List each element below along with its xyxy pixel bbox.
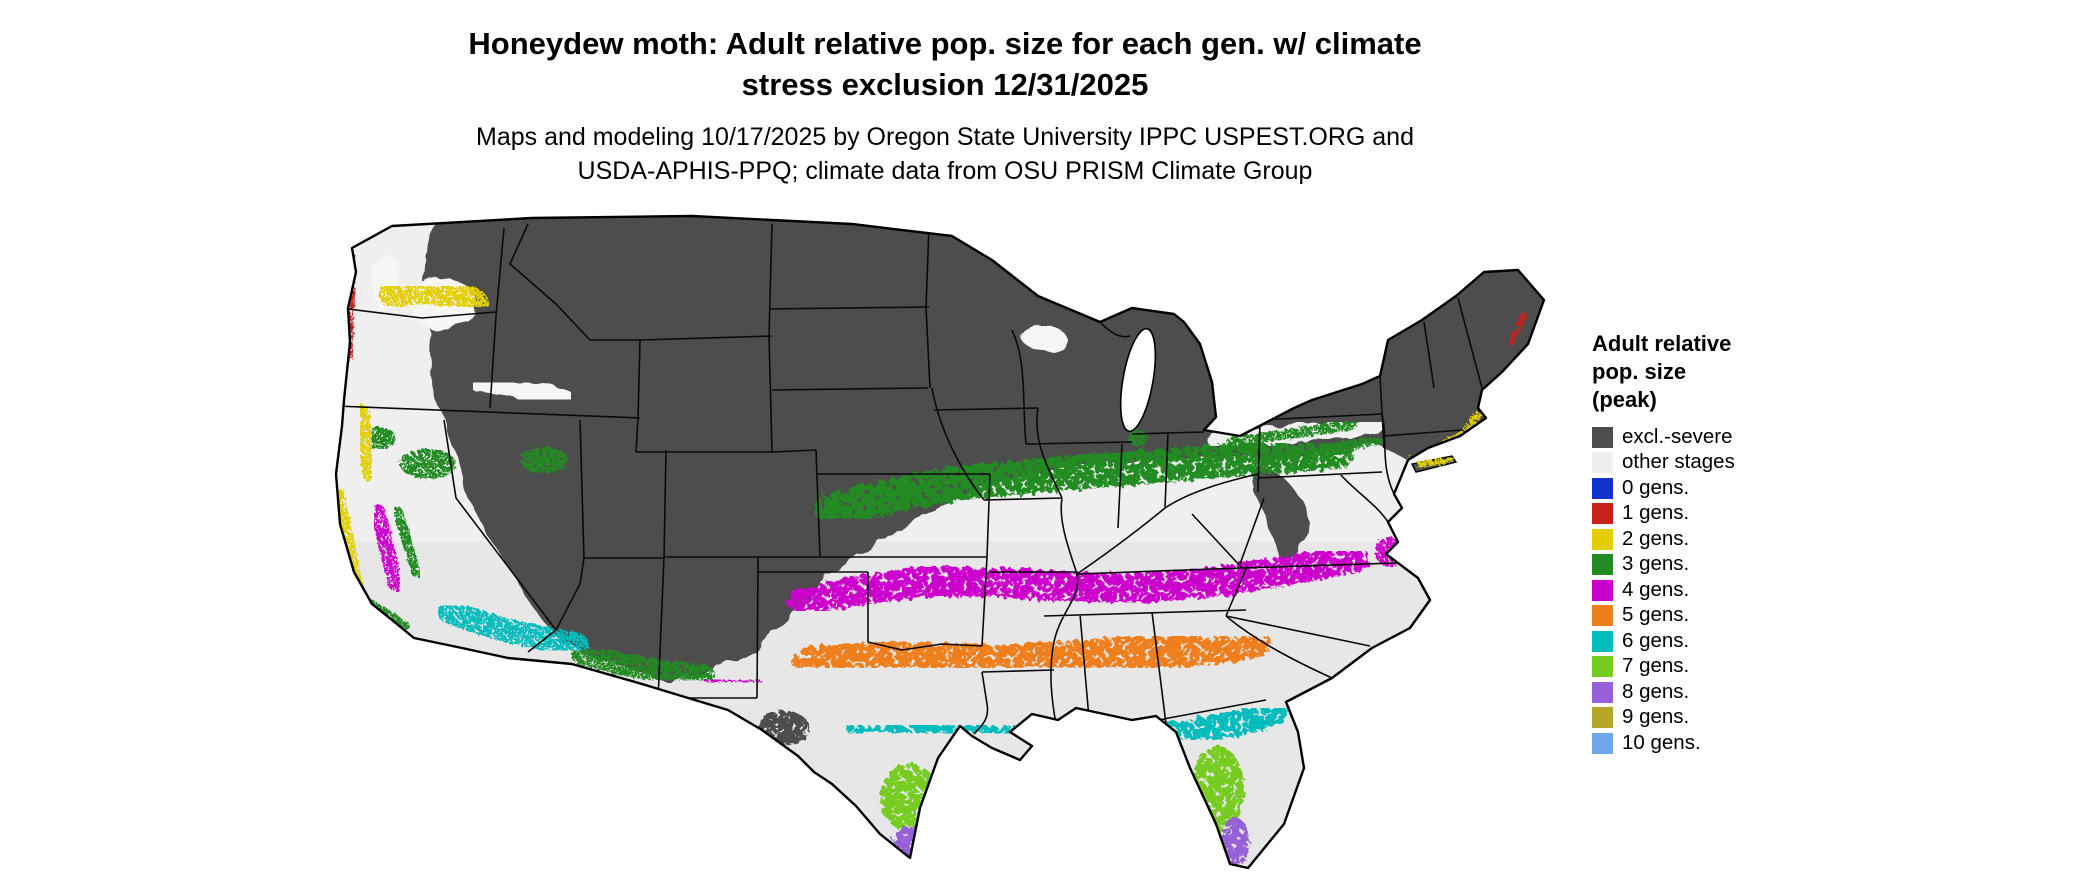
legend-item: 6 gens. bbox=[1592, 628, 1842, 654]
lake-michigan bbox=[1119, 327, 1157, 433]
legend-swatch bbox=[1592, 605, 1613, 627]
legend-swatch bbox=[1592, 477, 1613, 499]
legend-item: 8 gens. bbox=[1592, 679, 1842, 705]
legend-item: 5 gens. bbox=[1592, 603, 1842, 629]
band-4-gens bbox=[370, 504, 1369, 690]
legend-swatch bbox=[1592, 554, 1613, 576]
title-line-2: stress exclusion 12/31/2025 bbox=[741, 66, 1149, 102]
legend-item: excl.-severe bbox=[1592, 424, 1842, 450]
legend-label: 2 gens. bbox=[1622, 526, 1690, 550]
legend-label: excl.-severe bbox=[1622, 424, 1733, 448]
band-3-gens bbox=[803, 420, 1385, 537]
legend-item: 1 gens. bbox=[1592, 501, 1842, 527]
subtitle-line-2: USDA-APHIS-PPQ; climate data from OSU PR… bbox=[577, 157, 1313, 186]
legend-swatch bbox=[1592, 732, 1613, 754]
legend-item: 4 gens. bbox=[1592, 577, 1842, 603]
legend-heading-line-3: (peak) bbox=[1592, 387, 1657, 413]
legend-swatch bbox=[1592, 681, 1613, 703]
legend-swatch bbox=[1592, 579, 1613, 601]
legend-swatch bbox=[1592, 656, 1613, 678]
long-island bbox=[1410, 455, 1458, 473]
legend-heading-line-2: pop. size bbox=[1592, 359, 1687, 385]
legend-swatch bbox=[1592, 707, 1613, 729]
legend-label: 5 gens. bbox=[1622, 603, 1690, 627]
legend-label: other stages bbox=[1622, 450, 1735, 474]
map-layers bbox=[336, 216, 1544, 868]
us-map bbox=[334, 214, 1546, 870]
legend-item: 10 gens. bbox=[1592, 730, 1842, 756]
map-excluded-west-texas bbox=[758, 711, 810, 745]
title-line-1: Honeydew moth: Adult relative pop. size … bbox=[468, 26, 1422, 61]
legend-item: 3 gens. bbox=[1592, 552, 1842, 578]
legend-label: 3 gens. bbox=[1622, 552, 1690, 576]
legend-label: 7 gens. bbox=[1622, 654, 1690, 678]
state-boundaries bbox=[336, 223, 1483, 747]
legend-item: 0 gens. bbox=[1592, 475, 1842, 501]
legend-swatch bbox=[1592, 630, 1613, 652]
legend-heading-line-1: Adult relative bbox=[1592, 331, 1732, 356]
figure-subtitle: Maps and modeling 10/17/2025 by Oregon S… bbox=[0, 120, 1890, 189]
figure-header: Honeydew moth: Adult relative pop. size … bbox=[0, 24, 1890, 189]
legend: Adult relative pop. size (peak) excl.-se… bbox=[1592, 330, 1842, 756]
band-5-gens bbox=[793, 623, 1271, 681]
legend-swatch bbox=[1592, 426, 1613, 448]
legend-swatch bbox=[1592, 503, 1613, 525]
map-other-snake-plain bbox=[471, 375, 573, 407]
legend-item: 7 gens. bbox=[1592, 654, 1842, 680]
legend-label: 4 gens. bbox=[1622, 577, 1690, 601]
band-8-gens bbox=[891, 818, 1250, 866]
legend-label: 1 gens. bbox=[1622, 501, 1690, 525]
legend-label: 8 gens. bbox=[1622, 679, 1690, 703]
legend-label: 6 gens. bbox=[1622, 628, 1690, 652]
legend-items: excl.-severe other stages 0 gens. 1 gens. 2 … bbox=[1592, 424, 1842, 756]
legend-label: 10 gens. bbox=[1622, 730, 1701, 754]
legend-item: other stages bbox=[1592, 450, 1842, 476]
legend-heading: Adult relative pop. size (peak) bbox=[1592, 330, 1842, 414]
legend-swatch bbox=[1592, 528, 1613, 550]
subtitle-line-1: Maps and modeling 10/17/2025 by Oregon S… bbox=[476, 122, 1414, 151]
legend-swatch bbox=[1592, 452, 1613, 474]
legend-label: 9 gens. bbox=[1622, 705, 1690, 729]
legend-item: 9 gens. bbox=[1592, 705, 1842, 731]
legend-item: 2 gens. bbox=[1592, 526, 1842, 552]
us-outline bbox=[334, 214, 1546, 870]
map-excluded-appalachians bbox=[1254, 464, 1309, 562]
legend-label: 0 gens. bbox=[1622, 475, 1690, 499]
